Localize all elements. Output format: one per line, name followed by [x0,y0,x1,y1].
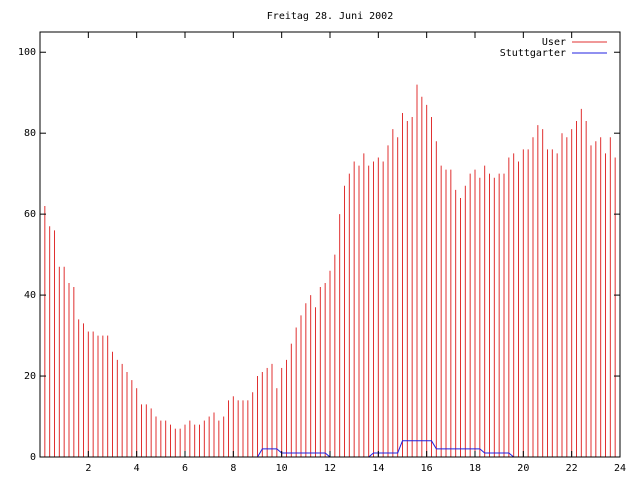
y-tick-label: 60 [24,209,36,220]
legend-label: User [542,37,566,48]
y-tick-label: 0 [30,452,36,463]
y-tick-label: 40 [24,290,36,301]
x-tick-label: 22 [566,463,578,474]
x-tick-label: 24 [614,463,626,474]
legend-label: Stuttgarter [500,48,566,59]
x-tick-label: 2 [85,463,91,474]
x-tick-label: 6 [182,463,188,474]
x-tick-label: 12 [324,463,336,474]
x-tick-label: 8 [230,463,236,474]
y-tick-label: 80 [24,128,36,139]
x-tick-label: 14 [372,463,384,474]
chart-title: Freitag 28. Juni 2002 [267,11,393,22]
x-tick-label: 10 [276,463,288,474]
x-tick-label: 4 [134,463,140,474]
series-line [40,440,616,458]
y-tick-label: 100 [18,47,36,58]
x-tick-label: 16 [421,463,433,474]
x-tick-label: 20 [517,463,529,474]
y-tick-label: 20 [24,371,36,382]
x-tick-label: 18 [469,463,481,474]
